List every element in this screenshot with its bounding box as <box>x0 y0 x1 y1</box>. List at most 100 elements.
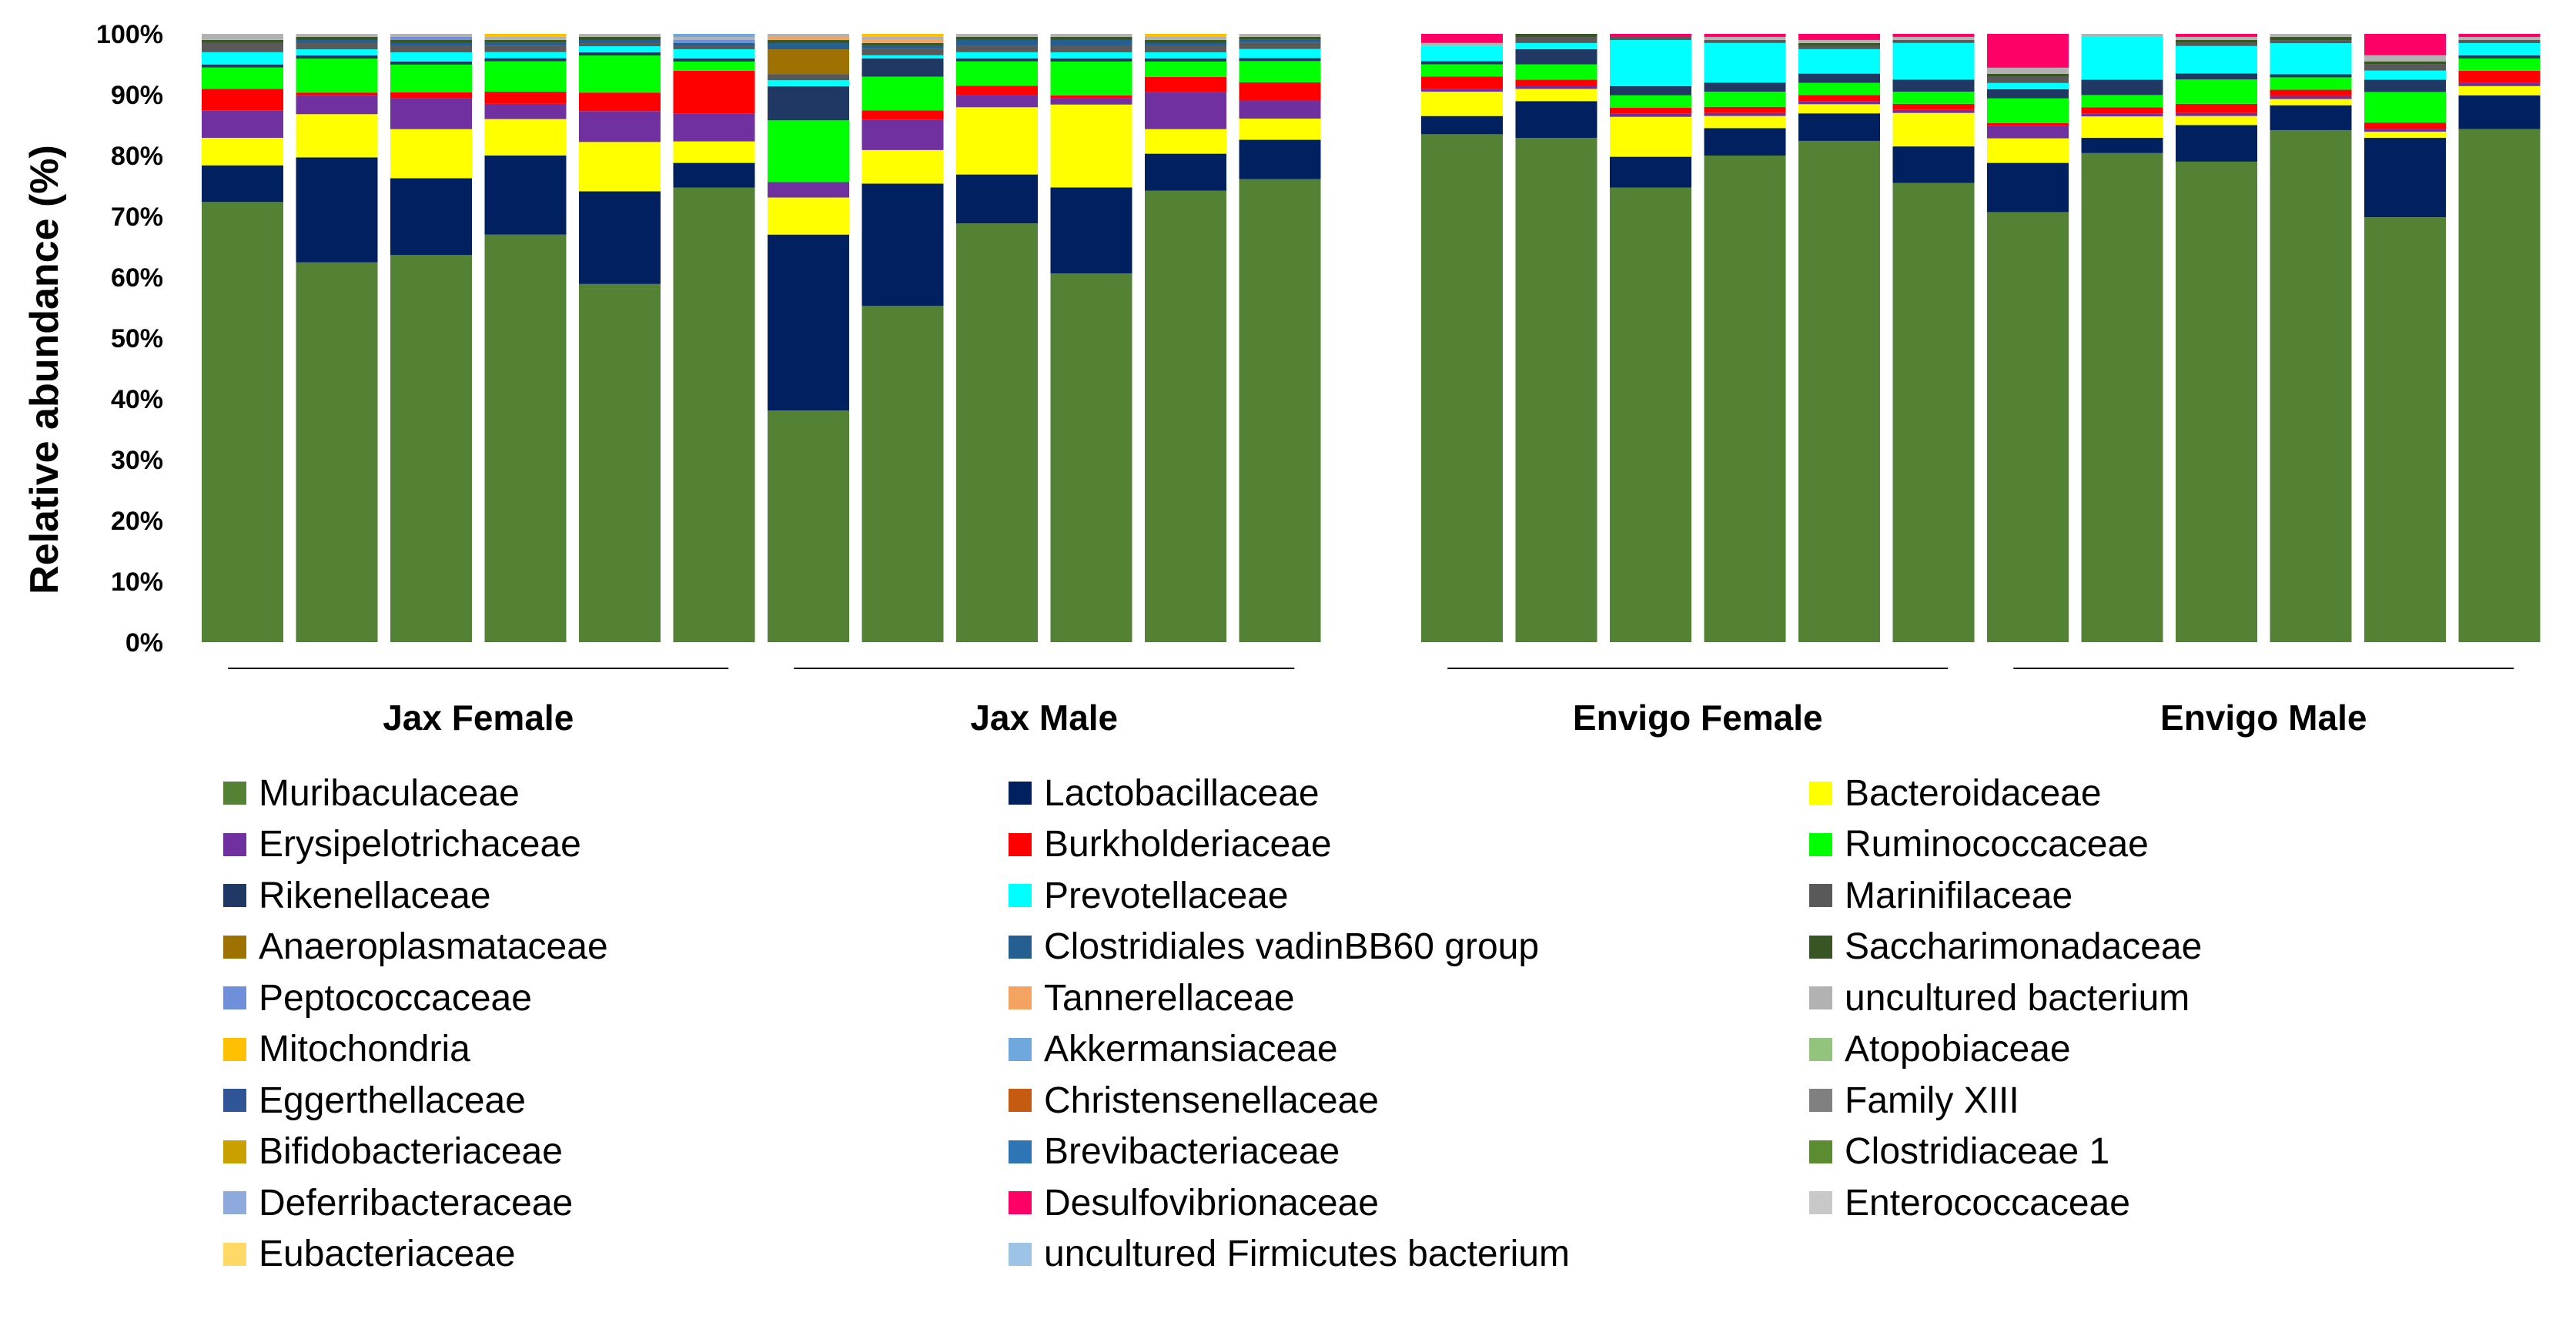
bar-segment <box>2176 39 2257 43</box>
bar-segment <box>2176 115 2257 126</box>
group-label: Envigo Male <box>2160 698 2367 738</box>
bar-segment <box>1704 106 1786 113</box>
bar-segment <box>202 42 283 52</box>
legend-item: Akkermansiaceae <box>1009 1026 1338 1073</box>
bar-segment <box>484 39 567 43</box>
bar-segment <box>1050 34 1132 37</box>
bar-segment <box>579 40 661 44</box>
bar-segment <box>1704 112 1786 116</box>
bar-segment <box>2270 95 2352 99</box>
stacked-bar <box>2364 34 2446 642</box>
bar-segment <box>296 262 378 642</box>
legend-item: Mitochondria <box>223 1026 470 1073</box>
bar-segment <box>1515 64 1597 80</box>
stacked-bar <box>2176 34 2257 642</box>
bar-segment <box>861 119 944 150</box>
legend-label: Christensenellaceae <box>1044 1080 1379 1121</box>
bar-segment <box>1704 39 1786 43</box>
legend-swatch <box>1809 884 1832 907</box>
bar-segment <box>1515 49 1597 65</box>
bar-segment <box>1050 36 1132 40</box>
bar-segment <box>1704 42 1786 83</box>
bar-segment <box>390 129 472 179</box>
y-tick-label: 50% <box>111 324 163 353</box>
bar-segment <box>2458 95 2541 129</box>
bar-segment <box>1987 67 2069 74</box>
stacked-bar <box>1515 34 1597 643</box>
legend-item: Clostridiaceae 1 <box>1809 1129 2109 1175</box>
bar-segment <box>1145 61 1226 77</box>
bar-segment <box>861 45 944 49</box>
bars <box>202 34 2541 643</box>
bar-segment <box>2364 137 2446 218</box>
bar-segment <box>579 52 661 56</box>
bar-segment <box>579 142 661 192</box>
legend-label: uncultured Firmicutes bacterium <box>1044 1234 1570 1274</box>
bar-segment <box>861 36 944 40</box>
bar-segment <box>768 182 849 198</box>
legend-label: Marinifilaceae <box>1845 875 2073 916</box>
bar-segment <box>1515 34 1597 37</box>
bar-segment <box>1610 39 1691 86</box>
bar-segment <box>579 92 661 112</box>
bar-segment <box>1892 36 1975 40</box>
bar-segment <box>202 39 283 43</box>
bar-segment <box>2458 70 2541 83</box>
stacked-bar <box>2270 34 2352 642</box>
bar-segment <box>1050 273 1132 642</box>
bar-segment <box>861 42 944 46</box>
bar-segment <box>390 98 472 129</box>
bar-segment <box>1704 115 1786 129</box>
legend-label: Tannerellaceae <box>1044 977 1295 1019</box>
bar-segment <box>1610 34 1691 37</box>
bar-segment <box>956 223 1038 642</box>
bar-segment <box>579 191 661 284</box>
bar-segment <box>768 120 849 182</box>
legend-swatch <box>1809 782 1832 805</box>
bar-segment <box>2458 55 2541 59</box>
bar-segment <box>2364 129 2446 132</box>
bar-segment <box>2270 40 2352 44</box>
bar-segment <box>202 89 283 111</box>
bar-segment <box>673 113 755 142</box>
legend-item: Christensenellaceae <box>1009 1077 1379 1123</box>
bar-segment <box>956 174 1038 224</box>
legend-label: Enterococcaceae <box>1845 1182 2130 1224</box>
legend-label: Eggerthellaceae <box>259 1080 526 1121</box>
bar-segment <box>673 42 755 46</box>
legend-swatch <box>1809 986 1832 1009</box>
bar-segment <box>2176 36 2257 40</box>
group-label: Envigo Female <box>1573 698 1823 738</box>
legend-swatch <box>1009 782 1032 805</box>
legend-item: Peptococcaceae <box>223 975 532 1021</box>
legend-label: Bacteroidaceae <box>1845 772 2102 814</box>
bar-segment <box>2458 82 2541 86</box>
bar-segment <box>296 157 378 263</box>
bar-segment <box>1239 100 1321 119</box>
bar-segment <box>1050 187 1132 274</box>
legend-item: uncultured Firmicutes bacterium <box>1009 1231 1570 1277</box>
bar-segment <box>673 61 755 71</box>
bar-segment <box>673 34 755 37</box>
bar-segment <box>2176 125 2257 162</box>
bar-segment <box>2270 43 2352 75</box>
bar-segment <box>861 34 944 37</box>
bar-segment <box>1704 34 1786 37</box>
legend-swatch <box>1009 1242 1032 1266</box>
legend-item: Saccharimonadaceae <box>1809 924 2202 970</box>
bar-segment <box>484 156 567 235</box>
bar-segment <box>1610 187 1691 643</box>
bar-segment <box>1798 73 1880 83</box>
bar-segment <box>1892 146 1975 183</box>
bar-segment <box>2364 92 2446 123</box>
legend-item: Ruminococcaceae <box>1809 822 2149 868</box>
stacked-bar <box>861 34 944 642</box>
stacked-bar <box>1421 34 1503 643</box>
bar-segment <box>2270 129 2352 642</box>
bar-segment <box>1987 89 2069 99</box>
legend-label: Clostridiales vadinBB60 group <box>1044 926 1540 967</box>
legend-swatch <box>223 832 246 856</box>
bar-segment <box>1798 42 1880 46</box>
bar-segment <box>956 61 1038 86</box>
bar-segment <box>390 64 472 92</box>
